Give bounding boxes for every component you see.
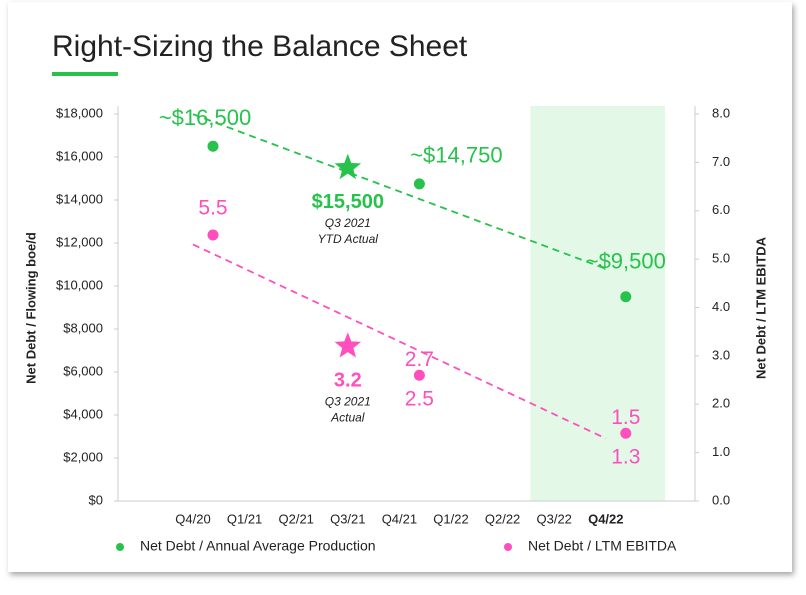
actual-star — [334, 332, 362, 358]
y2-axis-title: Net Debt / LTM EBITDA — [753, 236, 768, 379]
y2-tick-label: 7.0 — [712, 154, 730, 169]
y2-tick-label: 8.0 — [712, 105, 730, 120]
point — [413, 369, 425, 381]
actual-note: Actual — [330, 410, 365, 424]
actual-note: Q3 2021 — [325, 394, 371, 408]
y2-tick-label: 2.0 — [712, 396, 730, 411]
value-label: ~$16,500 — [159, 105, 251, 130]
actual-note: YTD Actual — [318, 232, 379, 246]
actual-label: 3.2 — [334, 369, 362, 391]
actual-label: $15,500 — [312, 191, 384, 213]
point — [207, 140, 219, 152]
value-label: ~$9,500 — [586, 249, 666, 274]
x-tick-label: Q3/22 — [536, 511, 571, 526]
y2-tick-label: 0.0 — [712, 492, 730, 507]
y-tick-label: $4,000 — [63, 406, 103, 421]
x-tick-label: Q4/20 — [175, 511, 210, 526]
x-tick-label: Q2/22 — [485, 511, 520, 526]
legend-marker — [504, 543, 512, 551]
y-tick-label: $10,000 — [56, 277, 103, 292]
x-tick-label: Q4/22 — [588, 511, 623, 526]
card — [8, 2, 792, 572]
point — [620, 427, 632, 439]
point — [413, 178, 425, 190]
actual-star — [334, 153, 362, 180]
y-axis-title: Net Debt / Flowing boe/d — [23, 232, 38, 384]
trend-line — [192, 113, 607, 270]
y-tick-label: $16,000 — [56, 148, 103, 163]
y2-tick-label: 4.0 — [712, 299, 730, 314]
trend-line — [192, 243, 607, 440]
title-underline — [52, 72, 118, 76]
x-tick-label: Q3/21 — [330, 511, 365, 526]
y2-tick-label: 1.0 — [712, 444, 730, 459]
y2-tick-label: 5.0 — [712, 251, 730, 266]
point — [207, 229, 219, 241]
highlight-band — [530, 106, 665, 501]
high-label: 2.7 — [405, 348, 434, 371]
x-tick-label: Q1/21 — [227, 511, 262, 526]
y-tick-label: $12,000 — [56, 234, 103, 249]
value-label: 5.5 — [198, 196, 227, 219]
y-tick-label: $8,000 — [63, 320, 103, 335]
chart-title: Right-Sizing the Balance Sheet — [52, 30, 468, 63]
value-label: ~$14,750 — [410, 143, 502, 168]
x-tick-label: Q2/21 — [278, 511, 313, 526]
actual-note: Q3 2021 — [325, 216, 371, 230]
low-label: 1.3 — [611, 446, 640, 469]
y-tick-label: $18,000 — [56, 105, 103, 120]
y-tick-label: $14,000 — [56, 191, 103, 206]
y-tick-label: $0 — [89, 492, 103, 507]
legend-label: Net Debt / Annual Average Production — [140, 538, 376, 554]
y2-tick-label: 3.0 — [712, 347, 730, 362]
y-tick-label: $2,000 — [63, 449, 103, 464]
point — [620, 291, 632, 303]
x-tick-label: Q1/22 — [433, 511, 468, 526]
y2-tick-label: 6.0 — [712, 202, 730, 217]
legend-label: Net Debt / LTM EBITDA — [528, 538, 677, 554]
low-label: 2.5 — [405, 388, 434, 411]
y-tick-label: $6,000 — [63, 363, 103, 378]
x-tick-label: Q4/21 — [382, 511, 417, 526]
high-label: 1.5 — [611, 406, 640, 429]
legend-marker — [116, 543, 124, 551]
